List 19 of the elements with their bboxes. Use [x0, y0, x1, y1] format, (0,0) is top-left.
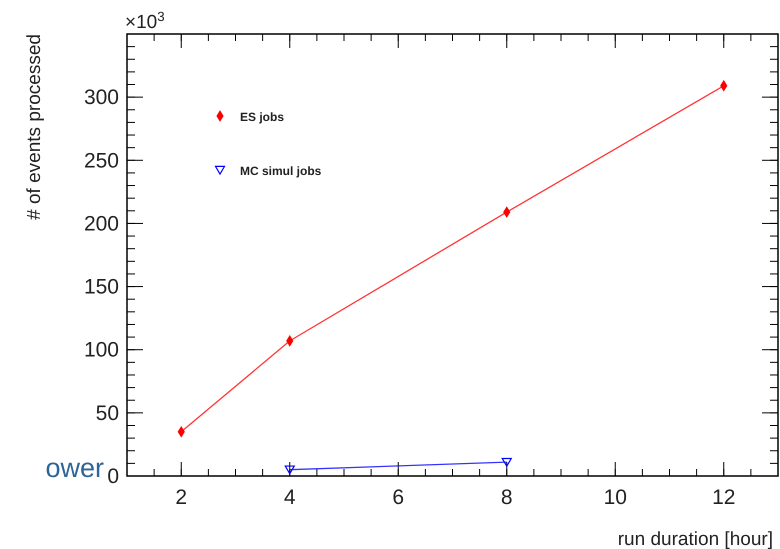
x-tick-label: 8 — [500, 486, 513, 509]
x-tick-label: 12 — [712, 486, 736, 509]
y-tick-label: 250 — [84, 149, 119, 172]
x-axis-title: run duration [hour] — [618, 529, 773, 549]
y-tick-label: 100 — [84, 338, 119, 362]
y-tick-label: 50 — [96, 402, 119, 425]
x-tick-label: 6 — [392, 486, 404, 509]
legend-label: MC simul jobs — [240, 164, 322, 178]
y-axis-title: # of events processed — [24, 34, 45, 220]
y-tick-label: 150 — [84, 276, 119, 299]
x-tick-label: 10 — [604, 486, 627, 509]
y-tick-label: 0 — [107, 465, 119, 488]
text: ×10$^{3}$ — [125, 8, 165, 33]
text: ower — [45, 453, 104, 483]
legend-label: ES jobs — [240, 110, 284, 124]
y-tick-label: 200 — [84, 212, 119, 236]
x-tick-label: 4 — [284, 486, 296, 509]
y-tick-label: 300 — [84, 86, 119, 110]
x-tick-label: 2 — [175, 486, 188, 509]
